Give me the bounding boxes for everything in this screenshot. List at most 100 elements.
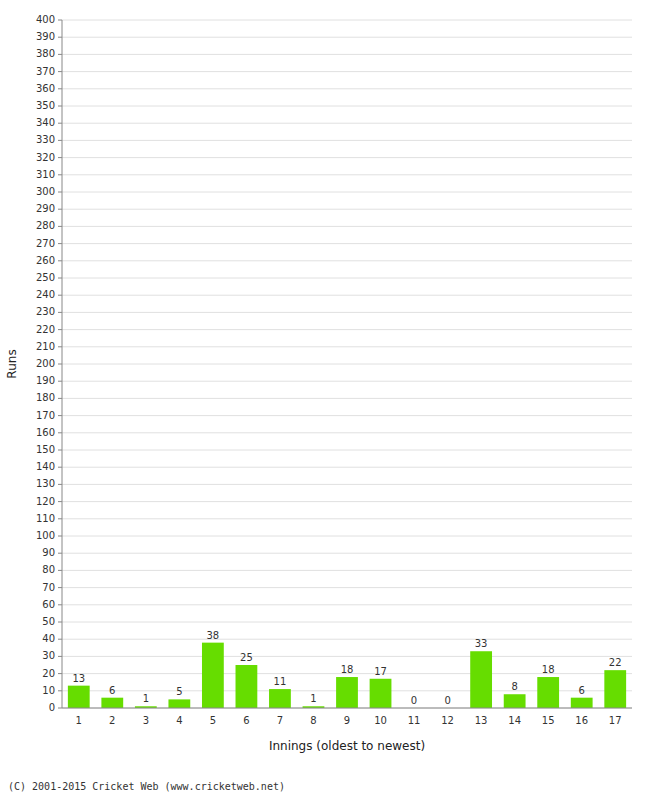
y-tick [58, 398, 62, 399]
grid-line [62, 708, 632, 709]
y-tick [58, 570, 62, 571]
grid [62, 20, 632, 708]
grid-line [62, 54, 632, 55]
grid-line [62, 364, 632, 365]
data-label: 18 [542, 664, 555, 675]
y-tick-label: 270 [36, 238, 55, 249]
y-tick [58, 656, 62, 657]
grid-line [62, 484, 632, 485]
data-label: 5 [176, 686, 182, 697]
y-tick [58, 278, 62, 279]
x-tick-label: 1 [76, 715, 82, 726]
x-tick-label: 6 [243, 715, 249, 726]
grid-line [62, 570, 632, 571]
y-tick-label: 240 [36, 289, 55, 300]
y-tick [58, 553, 62, 554]
y-tick [58, 415, 62, 416]
y-tick-label: 190 [36, 375, 55, 386]
y-tick [58, 690, 62, 691]
y-tick-label: 130 [36, 478, 55, 489]
y-tick [58, 37, 62, 38]
bar [537, 677, 559, 708]
y-tick [58, 622, 62, 623]
data-label: 0 [411, 695, 417, 706]
grid-line [62, 88, 632, 89]
grid-line [62, 174, 632, 175]
y-tick-label: 60 [42, 599, 55, 610]
y-tick-label: 90 [42, 547, 55, 558]
y-tick [58, 518, 62, 519]
data-label: 8 [511, 681, 517, 692]
bar [571, 698, 593, 708]
y-tick [58, 157, 62, 158]
bar [269, 689, 291, 708]
y-tick [58, 587, 62, 588]
y-tick-label: 110 [36, 513, 55, 524]
bar [370, 679, 392, 708]
y-tick-label: 200 [36, 358, 55, 369]
grid-line [62, 501, 632, 502]
data-label: 6 [579, 685, 585, 696]
x-tick-label: 12 [441, 715, 454, 726]
y-axis: 0102030405060708090100110120130140150160… [36, 14, 62, 713]
y-tick [58, 346, 62, 347]
y-tick-label: 210 [36, 341, 55, 352]
y-tick [58, 226, 62, 227]
y-tick-label: 350 [36, 100, 55, 111]
y-tick-label: 20 [42, 668, 55, 679]
y-tick-label: 150 [36, 444, 55, 455]
y-tick [58, 209, 62, 210]
bar [202, 643, 224, 708]
y-tick [58, 71, 62, 72]
grid-line [62, 278, 632, 279]
y-axis-title: Runs [5, 349, 19, 378]
y-tick [58, 123, 62, 124]
y-tick-label: 400 [36, 14, 55, 25]
y-tick [58, 501, 62, 502]
grid-line [62, 37, 632, 38]
x-tick-label: 14 [508, 715, 521, 726]
grid-line [62, 656, 632, 657]
grid-line [62, 518, 632, 519]
data-label: 22 [609, 657, 622, 668]
y-tick [58, 243, 62, 244]
grid-line [62, 415, 632, 416]
grid-line [62, 329, 632, 330]
data-label: 38 [207, 630, 220, 641]
y-tick-label: 380 [36, 48, 55, 59]
x-tick-label: 7 [277, 715, 283, 726]
data-label: 1 [143, 693, 149, 704]
grid-line [62, 467, 632, 468]
y-tick-label: 80 [42, 564, 55, 575]
grid-line [62, 226, 632, 227]
y-tick [58, 467, 62, 468]
y-tick [58, 54, 62, 55]
y-tick-label: 330 [36, 134, 55, 145]
y-tick-label: 250 [36, 272, 55, 283]
chart-container: 0102030405060708090100110120130140150160… [0, 0, 650, 800]
x-tick-label: 15 [542, 715, 555, 726]
bar [101, 698, 123, 708]
bar [604, 670, 626, 708]
grid-line [62, 604, 632, 605]
y-tick [58, 329, 62, 330]
footnote: (C) 2001-2015 Cricket Web (www.cricketwe… [8, 781, 285, 792]
x-tick-label: 9 [344, 715, 350, 726]
grid-line [62, 71, 632, 72]
x-axis-title: Innings (oldest to newest) [269, 739, 425, 753]
data-label: 0 [444, 695, 450, 706]
y-tick [58, 106, 62, 107]
x-tick-label: 17 [609, 715, 622, 726]
y-tick [58, 639, 62, 640]
data-labels: 13615382511118170033818622 [72, 630, 621, 706]
y-tick-label: 10 [42, 685, 55, 696]
y-tick [58, 708, 62, 709]
y-tick-label: 30 [42, 650, 55, 661]
y-tick-label: 260 [36, 255, 55, 266]
x-tick-label: 4 [176, 715, 182, 726]
data-label: 25 [240, 652, 253, 663]
y-tick-label: 280 [36, 220, 55, 231]
y-tick [58, 20, 62, 21]
y-tick-label: 290 [36, 203, 55, 214]
grid-line [62, 157, 632, 158]
